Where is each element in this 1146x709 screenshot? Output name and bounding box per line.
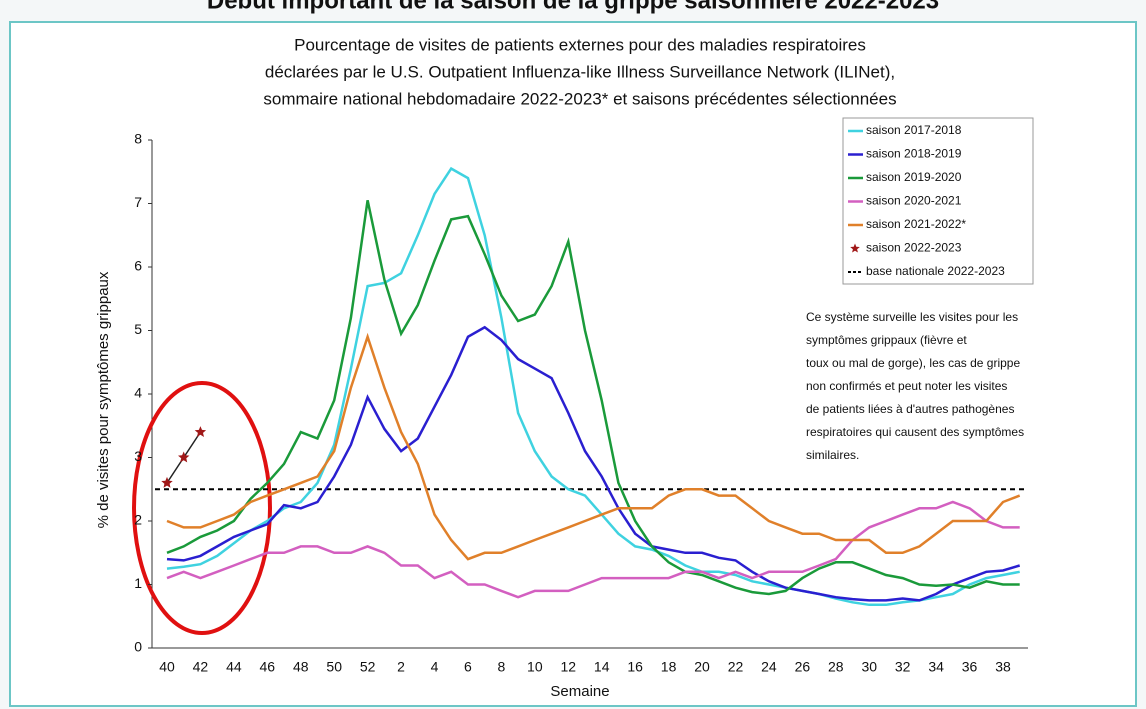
y-tick-label: 2	[134, 512, 142, 528]
annotation: toux ou mal de gorge), les cas de grippe	[806, 356, 1020, 370]
legend-label: saison 2022-2023	[866, 241, 962, 255]
x-tick-label: 20	[694, 659, 710, 675]
x-tick-label: 48	[293, 659, 309, 675]
x-tick-label: 2	[397, 659, 405, 675]
header-title: Début important de la saison de la gripp…	[207, 0, 939, 14]
x-tick-label: 42	[193, 659, 209, 675]
annotation: symptômes grippaux (fièvre et	[806, 333, 967, 347]
x-tick-label: 8	[498, 659, 506, 675]
series-line	[166, 332, 1021, 561]
legend-label: saison 2021-2022*	[866, 217, 966, 231]
x-tick-label: 38	[995, 659, 1011, 675]
x-tick-label: 4	[431, 659, 439, 675]
x-tick-label: 52	[360, 659, 376, 675]
series-marker	[194, 426, 207, 437]
y-tick-label: 1	[134, 575, 142, 591]
x-tick-label: 6	[464, 659, 472, 675]
series-line	[166, 325, 1021, 602]
x-tick-label: 16	[627, 659, 643, 675]
series-line	[166, 166, 1020, 607]
annotation: Ce système surveille les visites pour le…	[806, 310, 1018, 324]
x-tick-label: 26	[795, 659, 811, 675]
x-tick-label: 12	[560, 659, 576, 675]
y-tick-label: 7	[134, 194, 142, 210]
highlight-ellipse	[132, 381, 272, 635]
annotation: similaires.	[806, 448, 859, 462]
legend-box	[842, 117, 1034, 285]
legend-label: saison 2020-2021	[866, 194, 962, 208]
series-line	[166, 200, 1020, 596]
y-tick-label: 3	[134, 448, 142, 464]
series-marker	[161, 476, 173, 488]
x-tick-label: 24	[761, 659, 777, 675]
x-tick-label: 44	[226, 659, 242, 675]
x-axis-label: Semaine	[550, 683, 609, 700]
x-tick-label: 18	[661, 659, 677, 675]
x-tick-label: 10	[527, 659, 543, 675]
x-tick-label: 30	[861, 659, 877, 675]
y-tick-label: 4	[134, 385, 142, 401]
x-tick-label: 32	[895, 659, 911, 675]
x-tick-label: 40	[159, 659, 175, 675]
x-tick-label: 46	[260, 659, 276, 675]
annotation: de patients liées à d'autres pathogènes	[806, 402, 1014, 416]
legend-label: base nationale 2022-2023	[866, 264, 1005, 278]
y-axis-label: % de visites pour symptômes grippaux	[95, 271, 112, 528]
legend-label: saison 2018-2019	[866, 147, 962, 161]
y-tick-label: 8	[134, 131, 142, 147]
x-tick-label: 14	[594, 659, 610, 675]
series-marker	[178, 451, 190, 463]
annotation: non confirmés et peut noter les visites	[806, 379, 1007, 393]
legend-marker	[850, 243, 860, 253]
legend-label: saison 2019-2020	[866, 170, 962, 184]
y-tick-label: 6	[134, 258, 142, 274]
y-tick-label: 5	[134, 321, 142, 337]
x-tick-label: 28	[828, 659, 844, 675]
annotation: respiratoires qui causent des symptômes	[806, 425, 1024, 439]
chart-title: Pourcentage de visites de patients exter…	[294, 35, 866, 54]
x-tick-label: 34	[928, 659, 944, 675]
x-tick-label: 22	[728, 659, 744, 675]
series-line	[166, 500, 1020, 599]
x-tick-label: 36	[962, 659, 978, 675]
y-tick-label: 0	[134, 639, 142, 655]
chart-title: déclarées par le U.S. Outpatient Influen…	[265, 62, 895, 81]
legend-label: saison 2017-2018	[866, 123, 962, 137]
x-tick-label: 50	[326, 659, 342, 675]
chart-title: sommaire national hebdomadaire 2022-2023…	[263, 89, 896, 108]
